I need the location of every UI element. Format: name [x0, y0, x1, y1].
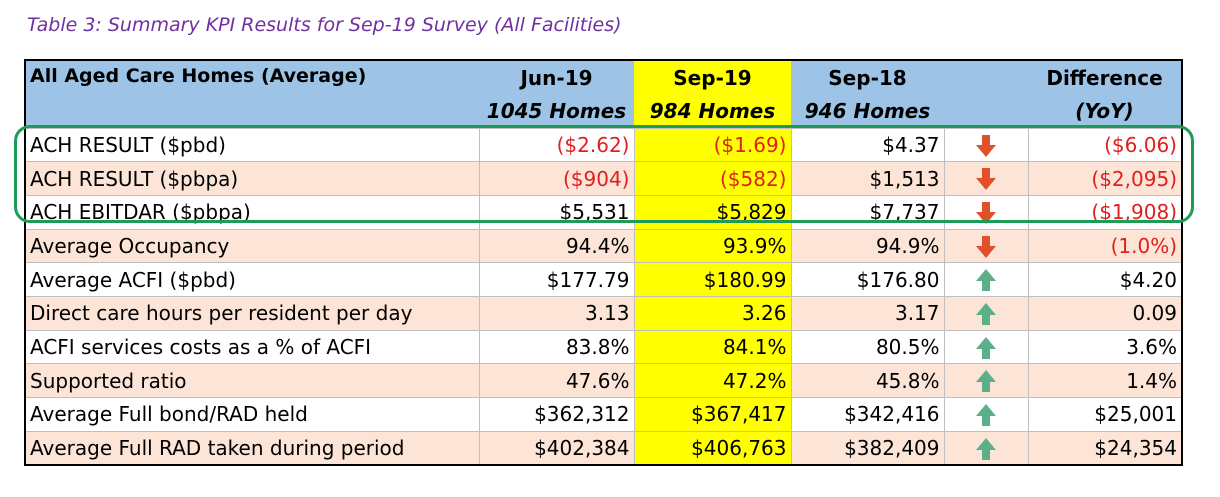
cell-sep18: 80.5%	[791, 329, 945, 364]
up-arrow-icon	[975, 402, 997, 427]
cell-jun19: $177.79	[479, 262, 635, 297]
up-arrow-icon	[975, 301, 997, 326]
cell-sep18: $7,737	[791, 194, 945, 230]
up-arrow-icon	[975, 368, 997, 393]
cell-jun19: 83.8%	[479, 329, 635, 364]
cell-difference: $4.20	[1028, 262, 1182, 297]
cell-difference: $24,354	[1028, 430, 1182, 465]
row-label: ACFI services costs as a % of ACFI	[25, 329, 480, 364]
cell-sep18: $4.37	[791, 127, 945, 162]
up-arrow-icon	[975, 267, 997, 292]
up-arrow-icon	[975, 435, 997, 460]
trend-cell	[944, 228, 1029, 263]
cell-jun19: $402,384	[479, 430, 635, 465]
table-row: Average Full RAD taken during period $402…	[25, 430, 1182, 465]
cell-sep18: 45.8%	[791, 363, 945, 398]
table-row: ACH EBITDAR ($pbpa) $5,531 $5,829 $7,737 ($1…	[25, 194, 1182, 230]
header-sep19: Sep-19	[634, 60, 791, 94]
cell-difference: 1.4%	[1028, 363, 1182, 398]
cell-sep19: $367,417	[634, 397, 792, 432]
cell-jun19: ($2.62)	[479, 127, 635, 162]
cell-difference: ($6.06)	[1028, 127, 1182, 162]
cell-difference: ($1,908)	[1028, 194, 1182, 230]
table-row: Average Full bond/RAD held $362,312 $367,4…	[25, 397, 1182, 432]
cell-sep19: 93.9%	[634, 228, 792, 263]
header-jun19-homes: 1045 Homes	[479, 94, 634, 128]
cell-difference: $25,001	[1028, 397, 1182, 432]
table-row: Supported ratio 47.6% 47.2% 45.8% 1.4%	[25, 363, 1182, 398]
table-caption: Table 3: Summary KPI Results for Sep-19 …	[27, 14, 622, 36]
cell-difference: 0.09	[1028, 295, 1182, 331]
table-row: ACH RESULT ($pbd) ($2.62) ($1.69) $4.37 ($6.…	[25, 127, 1182, 162]
down-arrow-icon	[975, 166, 997, 191]
cell-sep18: $176.80	[791, 262, 945, 297]
trend-cell	[944, 161, 1029, 196]
header-row-homes: 1045 Homes 984 Homes 946 Homes (YoY)	[25, 94, 1182, 128]
table-row: ACFI services costs as a % of ACFI 83.8% 8…	[25, 329, 1182, 364]
row-label: Supported ratio	[25, 363, 480, 398]
trend-cell	[944, 194, 1029, 230]
header-row-periods: All Aged Care Homes (Average) Jun-19 Sep…	[25, 60, 1182, 128]
down-arrow-icon	[975, 199, 997, 224]
row-label: Average Full RAD taken during period	[25, 430, 480, 465]
header-difference: Difference	[1028, 60, 1182, 94]
cell-sep19: 84.1%	[634, 329, 792, 364]
cell-difference: (1.0%)	[1028, 228, 1182, 263]
cell-difference: ($2,095)	[1028, 161, 1182, 196]
row-label: ACH EBITDAR ($pbpa)	[25, 194, 480, 230]
cell-sep19: 3.26	[634, 295, 792, 331]
header-sep19-homes: 984 Homes	[634, 94, 791, 128]
table-row: Average ACFI ($pbd) $177.79 $180.99 $176.80…	[25, 262, 1182, 297]
up-arrow-icon	[975, 334, 997, 359]
cell-sep19: 47.2%	[634, 363, 792, 398]
cell-jun19: 94.4%	[479, 228, 635, 263]
row-label: Average Full bond/RAD held	[25, 397, 480, 432]
trend-cell	[944, 397, 1029, 432]
trend-cell	[944, 127, 1029, 162]
row-label: ACH RESULT ($pbpa)	[25, 161, 480, 196]
header-trend-blank	[944, 60, 1028, 94]
down-arrow-icon	[975, 233, 997, 258]
header-jun19: Jun-19	[479, 60, 634, 94]
header-sep18: Sep-18	[791, 60, 944, 94]
table-row: Direct care hours per resident per day 3.…	[25, 295, 1182, 331]
trend-cell	[944, 329, 1029, 364]
kpi-summary-table: All Aged Care Homes (Average) Jun-19 Sep…	[24, 59, 1183, 466]
cell-sep19: $406,763	[634, 430, 792, 465]
cell-jun19: ($904)	[479, 161, 635, 196]
cell-sep18: $382,409	[791, 430, 945, 465]
cell-sep19: $5,829	[634, 194, 792, 230]
cell-jun19: 3.13	[479, 295, 635, 331]
header-sep18-homes: 946 Homes	[791, 94, 944, 128]
row-label: Average Occupancy	[25, 228, 480, 263]
table-row: Average Occupancy 94.4% 93.9% 94.9% (1.0%)	[25, 228, 1182, 263]
down-arrow-icon	[975, 132, 997, 157]
trend-cell	[944, 262, 1029, 297]
trend-cell	[944, 295, 1029, 331]
cell-sep19: $180.99	[634, 262, 792, 297]
row-label: ACH RESULT ($pbd)	[25, 127, 480, 162]
header-label: All Aged Care Homes (Average)	[25, 60, 479, 128]
cell-sep18: $342,416	[791, 397, 945, 432]
cell-sep18: 3.17	[791, 295, 945, 331]
cell-sep18: 94.9%	[791, 228, 945, 263]
table-row: ACH RESULT ($pbpa) ($904) ($582) $1,513 ($2,…	[25, 161, 1182, 196]
cell-jun19: $362,312	[479, 397, 635, 432]
cell-sep19: ($1.69)	[634, 127, 792, 162]
cell-jun19: 47.6%	[479, 363, 635, 398]
trend-cell	[944, 363, 1029, 398]
header-trend-blank-2	[944, 94, 1028, 128]
header-yoy: (YoY)	[1028, 94, 1182, 128]
row-label: Direct care hours per resident per day	[25, 295, 480, 331]
cell-difference: 3.6%	[1028, 329, 1182, 364]
trend-cell	[944, 430, 1029, 465]
cell-sep18: $1,513	[791, 161, 945, 196]
cell-jun19: $5,531	[479, 194, 635, 230]
cell-sep19: ($582)	[634, 161, 792, 196]
row-label: Average ACFI ($pbd)	[25, 262, 480, 297]
